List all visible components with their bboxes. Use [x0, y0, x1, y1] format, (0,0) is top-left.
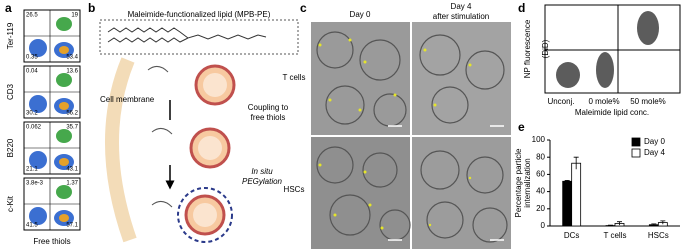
panel-letter: b — [88, 1, 95, 15]
panel-letter: e — [518, 120, 525, 134]
y-tick-label: 0 — [541, 221, 546, 230]
error-bar — [564, 180, 570, 183]
nanoparticles — [177, 64, 236, 243]
error-bar — [660, 220, 666, 225]
population — [29, 207, 47, 225]
panel-letter: a — [5, 1, 12, 15]
group-label: Unconj. — [547, 97, 574, 106]
x-axis-label: Free thiols — [33, 237, 70, 246]
population — [29, 95, 47, 113]
population — [56, 73, 72, 87]
quadrant-value: 0.062 — [26, 125, 42, 131]
y-tick-label: 100 — [532, 135, 546, 144]
quadrant-value: 30.2 — [26, 111, 38, 117]
quadrant-value: 13.6 — [66, 69, 78, 75]
legend-label: Day 0 — [644, 137, 665, 146]
error-bar — [573, 156, 579, 170]
step-label: In situ — [251, 167, 273, 176]
quadrant-value: 1.37 — [66, 181, 78, 187]
row-label: HSCs — [284, 185, 305, 194]
population-core — [59, 214, 69, 222]
panel-letter: d — [518, 1, 525, 15]
quadrant-value: 26.5 — [26, 13, 38, 19]
lipid-box — [99, 19, 299, 55]
panel-letter: c — [300, 1, 307, 15]
population — [29, 39, 47, 57]
flow-plot-d — [544, 4, 681, 94]
x-tick-label: DCs — [564, 231, 580, 240]
quadrant-value: 53.4 — [66, 55, 78, 61]
population-core — [59, 102, 69, 110]
x-tick-label: HSCs — [648, 231, 669, 240]
population — [56, 185, 72, 199]
cell-membrane — [105, 57, 137, 243]
population — [56, 129, 72, 143]
marker-label: B220 — [6, 138, 15, 157]
quadrant-value: 56.2 — [66, 111, 78, 117]
step-label: free thiols — [251, 113, 286, 122]
y-tick-label: 80 — [536, 152, 545, 161]
y-axis-label: internalization — [523, 158, 532, 207]
lipid-structure — [107, 27, 267, 43]
column-label: Day 0 — [350, 10, 371, 19]
error-bar — [617, 221, 622, 226]
quadrant-value: 3.8e-3 — [26, 181, 44, 187]
x-axis-label: Maleimide lipid conc. — [575, 108, 649, 117]
y-tick-label: 40 — [536, 187, 545, 196]
bar — [571, 162, 582, 227]
step-label: Coupling to — [248, 103, 289, 112]
step-label: PEGylation — [242, 177, 283, 186]
error-bar — [651, 223, 657, 226]
marker-label: c-Kit — [6, 195, 15, 212]
marker-label: Ter-119 — [6, 22, 15, 49]
bar — [562, 180, 573, 227]
population-core — [59, 158, 69, 166]
column-label: after stimulation — [433, 12, 489, 21]
thiol-chain — [147, 66, 173, 208]
quadrant-value: 57.1 — [66, 223, 78, 229]
marker-label: CD3 — [6, 83, 15, 100]
membrane-label: Cell membrane — [100, 95, 155, 104]
legend-swatch — [631, 137, 641, 147]
quadrant-value: 19 — [71, 13, 78, 19]
legend-label: Day 4 — [644, 148, 665, 157]
y-axis-label: (DiD) — [541, 39, 550, 58]
error-bar — [608, 224, 613, 226]
column-label: Day 4 — [451, 2, 472, 11]
population — [29, 151, 47, 169]
quadrant-value: 21.1 — [26, 167, 38, 173]
quadrant-value: 35.7 — [66, 125, 78, 131]
box-title: Maleimide-functionalized lipid (MPB-PE) — [128, 10, 271, 19]
row-label: T cells — [283, 73, 306, 82]
y-axis-label: NP fluorescence — [523, 19, 532, 78]
legend-swatch — [631, 148, 641, 158]
quadrant-value: 0.04 — [26, 69, 38, 75]
quadrant-value: 41.5 — [26, 223, 38, 229]
quadrant-value: 43.1 — [66, 167, 78, 173]
x-tick-label: T cells — [604, 231, 627, 240]
group-label: 50 mole% — [630, 97, 666, 106]
y-tick-label: 60 — [536, 170, 545, 179]
y-tick-label: 20 — [536, 204, 545, 213]
y-axis-label: Percentage particle — [514, 148, 523, 217]
population-core — [59, 46, 69, 54]
group-label: 0 mole% — [588, 97, 619, 106]
quadrant-value: 0.35 — [26, 55, 38, 61]
micrographs — [311, 22, 511, 249]
population — [56, 17, 72, 31]
